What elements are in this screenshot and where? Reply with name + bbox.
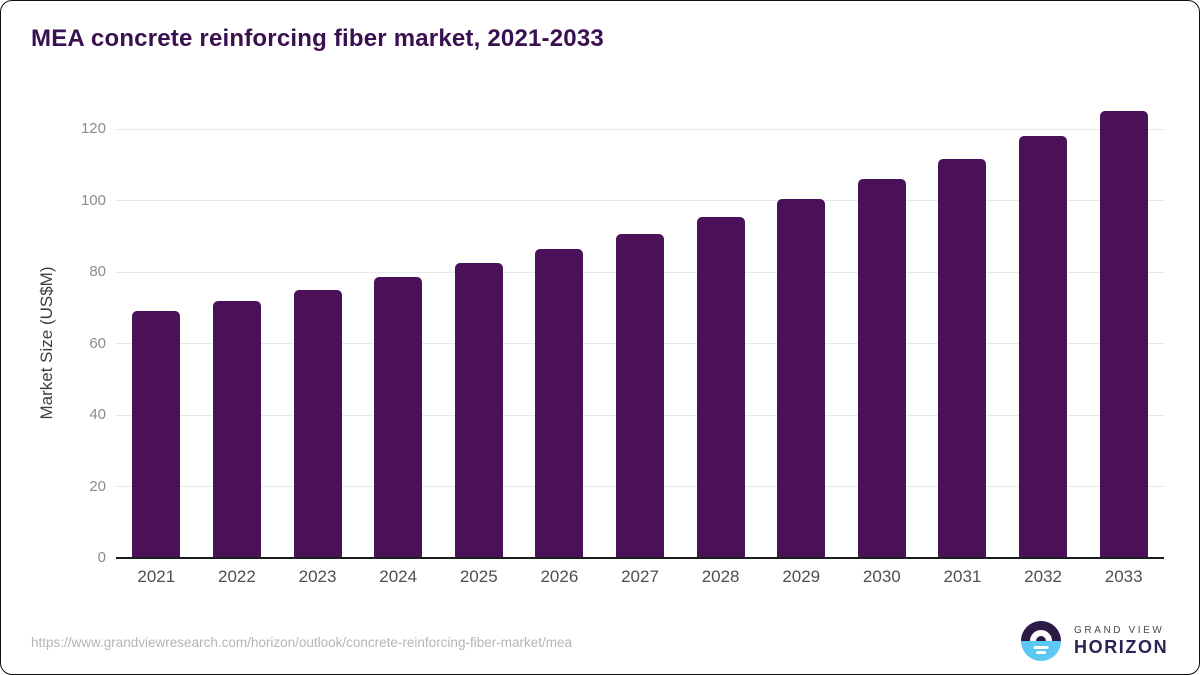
bar-2030 xyxy=(857,179,906,558)
bar-2032 xyxy=(1019,136,1068,558)
grand-view-horizon-logo-icon xyxy=(1021,621,1061,661)
x-tick-label: 2021 xyxy=(137,567,176,586)
x-tick-label: 2031 xyxy=(943,567,982,586)
gridline-y-120 xyxy=(116,128,1164,130)
y-tick-label: 0 xyxy=(97,549,106,566)
x-tick-label: 2027 xyxy=(621,567,659,586)
x-tick-label: 2024 xyxy=(379,567,418,586)
y-tick-label: 60 xyxy=(89,334,106,352)
x-tick-label: 2022 xyxy=(218,567,256,586)
y-tick-label: 120 xyxy=(80,120,106,137)
x-tick-label: 2023 xyxy=(298,567,337,586)
brand-logo: GRAND VIEW HORIZON xyxy=(1021,621,1168,661)
y-tick-label: 80 xyxy=(89,263,106,280)
y-tick-label: 20 xyxy=(89,477,106,495)
bar-2026 xyxy=(535,248,584,558)
x-tick-label: 2033 xyxy=(1104,567,1143,586)
y-tick-label: 100 xyxy=(80,191,106,209)
y-tick-label: 40 xyxy=(89,406,106,423)
source-url: https://www.grandviewresearch.com/horizo… xyxy=(31,635,572,650)
brand-name-bottom: HORIZON xyxy=(1074,637,1169,657)
bar-2028 xyxy=(696,216,745,558)
gridline-y-100 xyxy=(116,200,1164,201)
brand-logo-text: GRAND VIEW HORIZON xyxy=(1074,624,1168,658)
bar-2029 xyxy=(777,198,826,558)
bar-2023 xyxy=(293,289,342,558)
x-tick-label: 2029 xyxy=(782,567,821,586)
bar-2021 xyxy=(132,311,181,558)
bar-2033 xyxy=(1099,111,1148,558)
brand-name-top: GRAND VIEW xyxy=(1074,625,1165,636)
bar-2027 xyxy=(616,234,664,558)
bar-2022 xyxy=(212,300,261,558)
x-tick-label: 2030 xyxy=(862,567,901,586)
page-title: MEA concrete reinforcing fiber market, 2… xyxy=(31,25,604,52)
x-axis-line xyxy=(116,557,1164,559)
x-tick-label: 2032 xyxy=(1024,567,1062,586)
bar-2025 xyxy=(454,263,503,558)
x-tick-label: 2025 xyxy=(459,567,498,586)
x-tick-label: 2026 xyxy=(540,567,579,586)
bar-2024 xyxy=(374,277,423,558)
bar-2031 xyxy=(938,159,987,558)
x-tick-label: 2028 xyxy=(701,567,740,586)
